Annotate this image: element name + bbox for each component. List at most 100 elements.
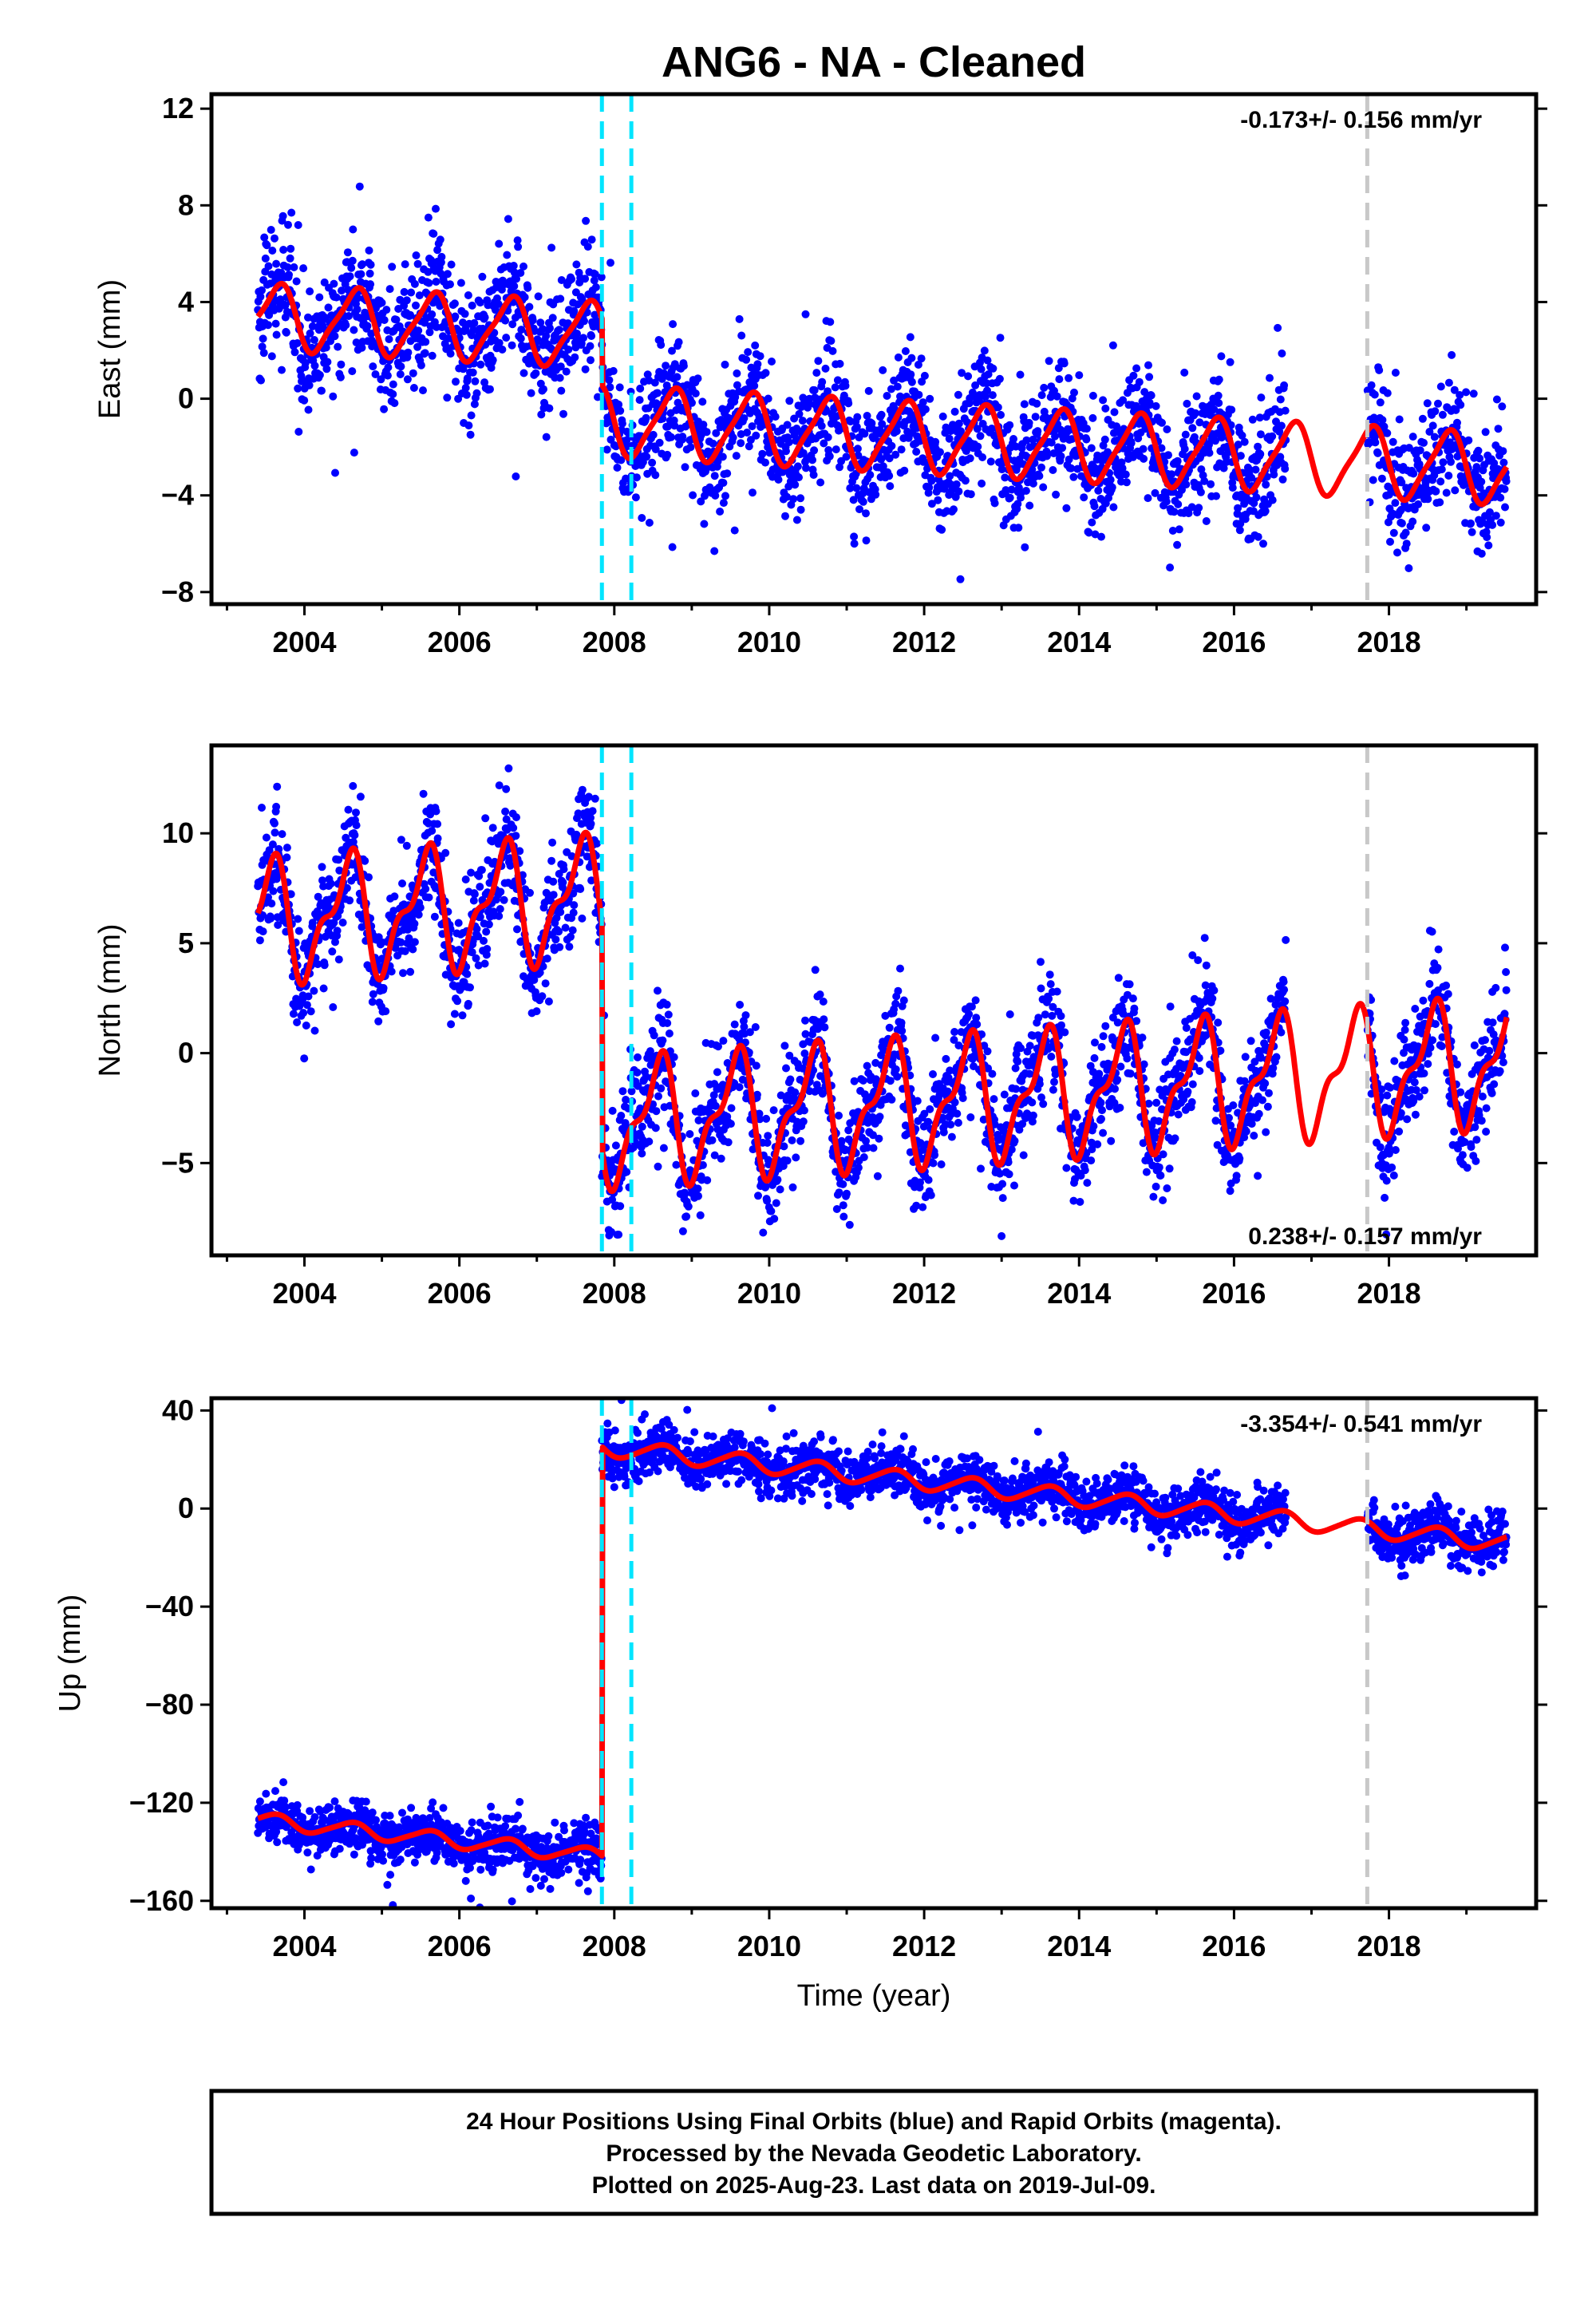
data-point	[412, 301, 420, 310]
data-point	[839, 1212, 848, 1221]
data-point	[713, 1068, 721, 1077]
data-point	[1125, 980, 1134, 989]
data-point	[1091, 1038, 1099, 1047]
data-point	[833, 376, 842, 385]
data-point	[548, 838, 557, 847]
data-point	[1491, 512, 1500, 520]
data-point	[678, 433, 687, 441]
data-point	[892, 427, 901, 436]
data-point	[512, 813, 520, 822]
data-point	[453, 997, 462, 1006]
data-point	[1075, 371, 1084, 380]
data-point	[355, 182, 364, 191]
data-point	[461, 384, 470, 392]
data-point	[792, 516, 801, 524]
data-point	[346, 272, 354, 281]
data-point	[1492, 395, 1501, 404]
data-point	[369, 362, 377, 371]
data-point	[1278, 349, 1286, 358]
data-point	[514, 243, 523, 251]
data-point	[850, 1077, 859, 1085]
data-point	[1182, 480, 1191, 489]
data-point	[1157, 444, 1166, 453]
data-point	[1151, 488, 1159, 497]
data-point	[421, 349, 429, 358]
data-point	[1130, 1004, 1139, 1013]
data-point	[1121, 470, 1130, 479]
data-point	[1175, 525, 1183, 534]
data-point	[283, 263, 292, 271]
data-point	[767, 1207, 776, 1215]
data-point	[348, 256, 357, 265]
data-point	[663, 450, 672, 459]
data-point	[547, 243, 556, 252]
data-point	[950, 407, 959, 416]
data-point	[1494, 425, 1503, 433]
data-point	[496, 887, 505, 896]
data-point	[1001, 486, 1010, 495]
data-point	[1383, 389, 1392, 397]
data-point	[533, 335, 542, 344]
data-point	[754, 1192, 762, 1200]
data-point	[591, 270, 599, 279]
data-point	[1052, 490, 1061, 499]
data-point	[323, 358, 332, 366]
data-point	[1050, 1077, 1058, 1086]
data-point	[305, 381, 314, 389]
data-point	[1042, 452, 1051, 460]
data-point	[342, 321, 350, 330]
y-tick-label: 0	[178, 382, 194, 415]
data-point	[990, 499, 999, 508]
data-point	[1477, 549, 1486, 558]
data-point	[748, 422, 757, 431]
data-point	[1037, 391, 1046, 400]
data-point	[810, 446, 819, 455]
data-point	[907, 354, 916, 362]
data-point	[1090, 502, 1099, 511]
data-point	[1215, 375, 1223, 384]
data-point	[349, 225, 358, 234]
data-point	[329, 1003, 338, 1011]
data-point	[308, 919, 317, 927]
data-point	[1181, 430, 1190, 439]
data-point	[939, 1128, 948, 1136]
data-point	[468, 937, 477, 946]
data-point	[1135, 377, 1144, 386]
data-point	[1386, 537, 1394, 546]
data-point	[988, 1069, 997, 1078]
y-axis-label-east: East (mm)	[93, 279, 127, 419]
data-point	[1422, 524, 1431, 532]
x-tick-label: 2014	[1047, 626, 1111, 658]
data-point	[587, 813, 595, 822]
data-point	[282, 844, 291, 852]
data-point	[709, 439, 717, 448]
data-point	[501, 807, 510, 816]
panel-frame-east	[209, 92, 1539, 607]
data-point	[406, 967, 415, 976]
data-point	[853, 413, 862, 421]
data-point	[694, 1116, 703, 1124]
data-point	[1163, 1184, 1171, 1192]
data-point	[428, 827, 437, 835]
data-point	[1500, 484, 1509, 493]
data-point	[733, 369, 741, 377]
data-point	[267, 914, 275, 923]
data-point	[510, 282, 519, 290]
data-point	[290, 348, 299, 357]
data-point	[964, 372, 973, 381]
data-point	[310, 336, 318, 344]
data-point	[782, 447, 790, 456]
data-point	[1014, 524, 1023, 532]
data-point	[1183, 399, 1191, 408]
data-point	[414, 911, 423, 919]
data-point	[1146, 401, 1155, 409]
data-point	[1281, 464, 1290, 473]
data-point	[1080, 1166, 1089, 1175]
data-point	[1451, 486, 1460, 495]
data-point	[839, 1201, 847, 1210]
data-point	[983, 356, 992, 365]
data-point	[947, 1132, 956, 1141]
data-point	[693, 374, 702, 383]
data-point	[764, 1132, 772, 1140]
data-point	[559, 878, 567, 887]
